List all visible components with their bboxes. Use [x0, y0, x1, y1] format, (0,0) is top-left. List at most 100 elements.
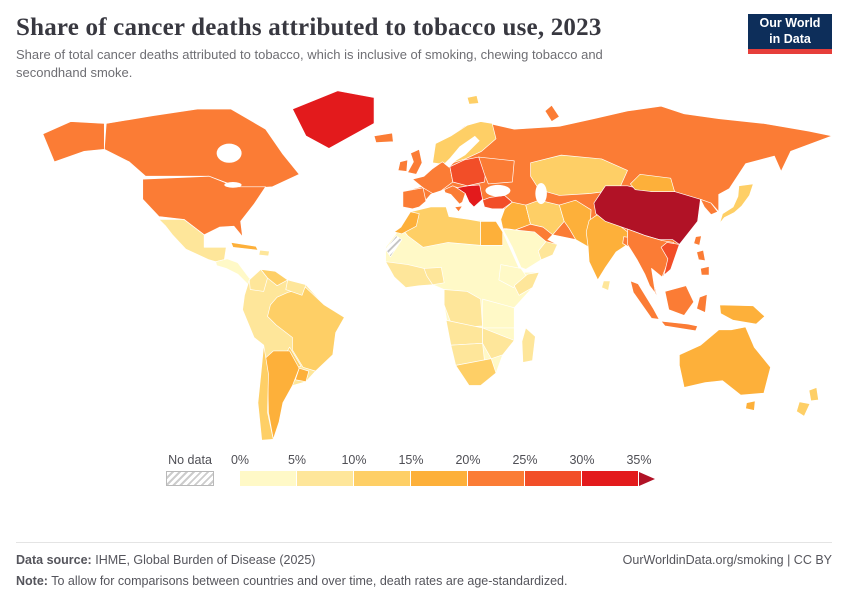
- header-text: Share of cancer deaths attributed to tob…: [16, 14, 666, 82]
- country-philippines-mindanao[interactable]: [700, 266, 710, 276]
- legend-bin[interactable]: [240, 471, 297, 487]
- page-title: Share of cancer deaths attributed to tob…: [16, 14, 602, 41]
- country-ireland[interactable]: [397, 159, 409, 173]
- map-legend: No data 0% 5% 10% 15% 20% 25% 30% 35%: [166, 453, 832, 487]
- footer-source: Data source: IHME, Global Burden of Dise…: [16, 551, 315, 569]
- country-sri-lanka[interactable]: [601, 280, 611, 292]
- legend-tick-label: 5%: [287, 453, 307, 468]
- legend-bin[interactable]: [297, 471, 354, 487]
- country-afghanistan-pakistan[interactable]: [559, 200, 592, 248]
- legend-tick-label: 0%: [230, 453, 250, 468]
- country-united-states[interactable]: [142, 176, 266, 238]
- legend-tick-label: 25%: [512, 453, 538, 468]
- country-south-africa[interactable]: [455, 358, 497, 387]
- country-korea[interactable]: [700, 199, 719, 216]
- country-north-africa[interactable]: [400, 206, 481, 248]
- country-new-zealand-north[interactable]: [808, 387, 819, 402]
- note-label: Note:: [16, 573, 48, 588]
- country-vietnam[interactable]: [660, 242, 680, 276]
- legend-tick-label: 20%: [455, 453, 481, 468]
- legend-no-data-label: No data: [168, 453, 212, 468]
- legend-bin[interactable]: [468, 471, 525, 487]
- country-colombia[interactable]: [248, 269, 268, 293]
- country-alaska[interactable]: [42, 121, 105, 163]
- footer-note: Note: To allow for comparisons between c…: [16, 572, 832, 590]
- country-taiwan[interactable]: [693, 235, 702, 247]
- country-turkey[interactable]: [482, 195, 513, 210]
- chart-subtitle: Share of total cancer deaths attributed …: [16, 47, 603, 81]
- country-sumatra[interactable]: [630, 280, 660, 320]
- country-svalbard[interactable]: [466, 95, 480, 105]
- legend-bin[interactable]: [411, 471, 468, 487]
- country-chile[interactable]: [257, 345, 274, 441]
- country-scandinavia[interactable]: [432, 121, 497, 166]
- country-borneo[interactable]: [664, 285, 695, 317]
- baltic-sea: [444, 136, 480, 168]
- country-italy[interactable]: [443, 185, 466, 205]
- country-western-sahara[interactable]: [385, 235, 403, 258]
- country-new-zealand-south[interactable]: [796, 401, 811, 417]
- country-balkans[interactable]: [456, 184, 483, 208]
- country-iberia[interactable]: [402, 187, 427, 210]
- legend-tick-label: 15%: [398, 453, 424, 468]
- country-uruguay[interactable]: [295, 368, 310, 383]
- country-guyanas[interactable]: [285, 279, 307, 296]
- legend-tick-label: 35%: [626, 453, 652, 468]
- country-mozambique-zimbabwe[interactable]: [482, 327, 515, 360]
- world-map-svg: [42, 90, 832, 441]
- country-philippines-luzon[interactable]: [696, 250, 706, 262]
- country-greenland[interactable]: [292, 90, 375, 150]
- country-cuba[interactable]: [230, 242, 259, 251]
- chart-footer: Data source: IHME, Global Burden of Dise…: [16, 541, 832, 590]
- country-new-guinea[interactable]: [719, 304, 766, 325]
- legend-bin[interactable]: [525, 471, 582, 487]
- country-madagascar[interactable]: [521, 327, 536, 364]
- chart-header: Share of cancer deaths attributed to tob…: [16, 14, 832, 82]
- country-southeast-asia[interactable]: [627, 229, 674, 295]
- legend-tick-label: 10%: [341, 453, 367, 468]
- legend-ticks: 0% 5% 10% 15% 20% 25% 30% 35%: [231, 453, 652, 471]
- country-central-america[interactable]: [215, 258, 255, 286]
- logo-accent-bar: [748, 49, 832, 54]
- great-lakes: [224, 182, 242, 189]
- country-brazil[interactable]: [267, 287, 345, 372]
- source-text[interactable]: IHME, Global Burden of Disease (2025): [95, 552, 316, 567]
- world-map: [16, 86, 832, 451]
- country-ukraine[interactable]: [478, 157, 515, 185]
- country-sulawesi[interactable]: [696, 294, 708, 314]
- country-tasmania[interactable]: [745, 400, 756, 412]
- legend-bar[interactable]: [240, 471, 639, 487]
- hudson-bay: [216, 143, 242, 164]
- country-east-africa[interactable]: [482, 299, 515, 329]
- source-label: Data source:: [16, 552, 92, 567]
- legend-bin[interactable]: [582, 471, 639, 487]
- country-canada[interactable]: [103, 109, 300, 190]
- legend-bin[interactable]: [354, 471, 411, 487]
- country-oman-yemen[interactable]: [537, 241, 558, 261]
- country-australia[interactable]: [679, 326, 771, 396]
- country-morocco[interactable]: [393, 211, 420, 235]
- country-iceland[interactable]: [373, 133, 394, 144]
- footer-link[interactable]: OurWorldinData.org/smoking | CC BY: [622, 552, 832, 567]
- country-united-kingdom[interactable]: [407, 149, 423, 176]
- footer-source-row: Data source: IHME, Global Burden of Dise…: [16, 551, 832, 569]
- country-japan[interactable]: [719, 183, 754, 224]
- country-egypt[interactable]: [480, 221, 504, 247]
- logo-line1: Our World: [759, 15, 821, 30]
- country-hispaniola[interactable]: [258, 250, 270, 257]
- note-text: To allow for comparisons between countri…: [51, 573, 568, 588]
- country-nigeria[interactable]: [423, 267, 445, 286]
- country-novaya-zemlya[interactable]: [544, 105, 560, 123]
- logo-line2: in Data: [769, 31, 811, 46]
- country-java[interactable]: [660, 321, 698, 332]
- country-sicily[interactable]: [454, 206, 463, 213]
- legend-color-scale: 0% 5% 10% 15% 20% 25% 30% 35%: [231, 453, 655, 487]
- owid-logo[interactable]: Our World in Data: [748, 14, 832, 54]
- country-mongolia[interactable]: [630, 174, 675, 193]
- legend-bar-row: [240, 471, 655, 487]
- caspian-sea: [535, 183, 547, 205]
- country-venezuela[interactable]: [260, 269, 289, 287]
- country-somalia[interactable]: [513, 272, 540, 296]
- legend-no-data-swatch[interactable]: [166, 471, 214, 487]
